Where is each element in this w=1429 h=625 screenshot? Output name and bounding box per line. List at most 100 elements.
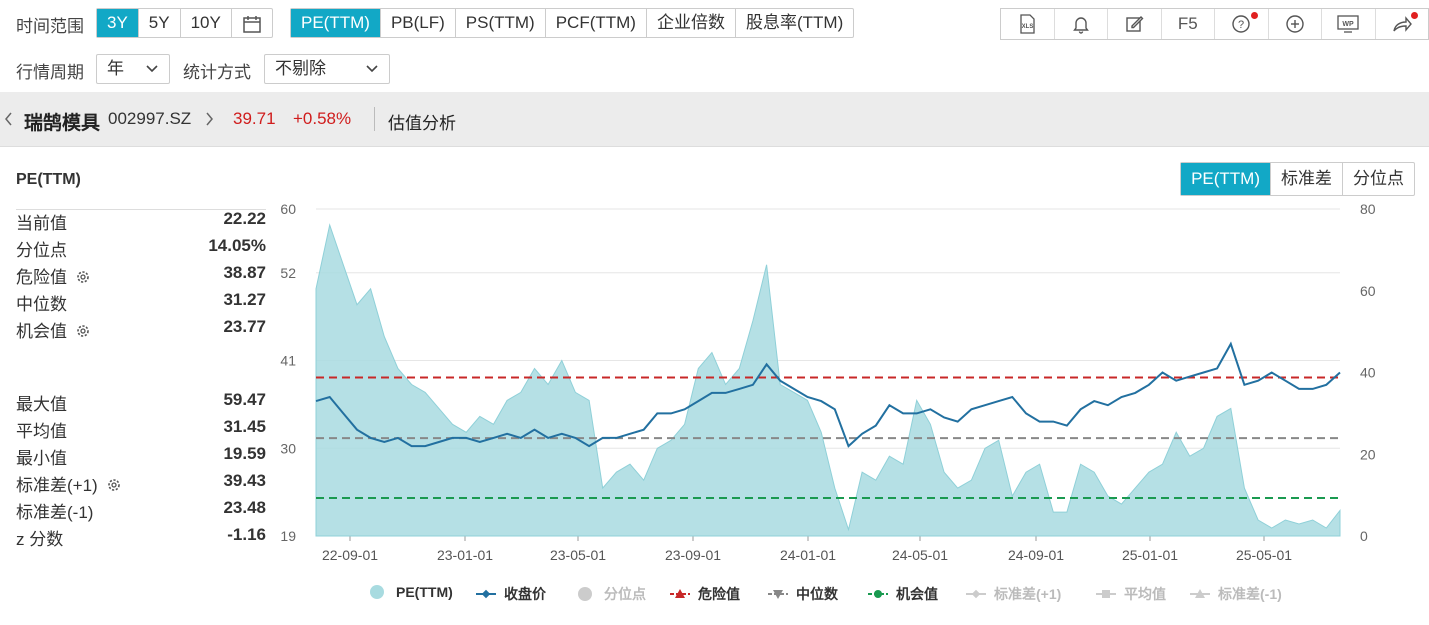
chevron-down-icon (365, 55, 379, 92)
stock-name: 瑞鹄模具 (24, 113, 101, 134)
legend-item[interactable]: 标准差(-1) (1190, 584, 1282, 604)
legend-item[interactable]: 分位点 (576, 584, 646, 604)
divider (16, 209, 266, 210)
stat-method-label: 统计方式 (183, 63, 251, 82)
stat-row: 平均值 31.45 (16, 417, 266, 444)
view-stddev-tab[interactable]: 标准差 (1270, 163, 1342, 195)
stat-row: 标准差(-1) 23.48 (16, 498, 266, 525)
gear-icon[interactable] (75, 269, 91, 285)
stat-value: 14.05% (208, 236, 266, 255)
calendar-button[interactable] (230, 9, 272, 37)
range-group: 3Y 5Y 10Y (96, 8, 273, 38)
stock-price: 39.71 (233, 109, 276, 128)
edit-button[interactable] (1107, 9, 1161, 39)
alert-button[interactable] (1053, 9, 1108, 39)
share-button[interactable] (1374, 9, 1429, 39)
stat-value: 31.45 (223, 417, 266, 436)
legend-item[interactable]: 标准差(+1) (966, 584, 1061, 604)
add-button[interactable] (1267, 9, 1322, 39)
legend-marker-icon (370, 585, 384, 599)
stat-label: 当前值 (16, 214, 67, 233)
stat-value: 23.77 (223, 317, 266, 336)
notification-dot (1411, 12, 1418, 19)
export-wp-button[interactable]: WP (1321, 9, 1375, 39)
stat-method-value: 不剔除 (275, 59, 326, 78)
stat-label: 标准差(-1) (16, 503, 94, 522)
stat-label: 机会值 (16, 322, 67, 341)
svg-text:?: ? (1238, 19, 1244, 31)
legend-item[interactable]: 危险值 (670, 584, 740, 604)
legend-item[interactable]: 机会值 (868, 584, 938, 604)
export-xls-button[interactable]: XLS (1001, 9, 1054, 39)
metric-dividend-yield-tab[interactable]: 股息率(TTM) (734, 9, 853, 37)
stock-header: 瑞鹄模具 002997.SZ 39.71 +0.58% 估值分析 (0, 92, 1429, 146)
legend-item[interactable]: PE(TTM) (368, 584, 453, 600)
metric-ps-tab[interactable]: PS(TTM) (454, 9, 545, 37)
stat-row: 分位点 14.05% (16, 236, 266, 263)
range-5y-button[interactable]: 5Y (137, 9, 180, 37)
legend-marker-icon (1096, 590, 1116, 598)
legend-marker-icon (868, 590, 888, 598)
legend-label: 分位点 (604, 586, 646, 602)
refresh-f5-button[interactable]: F5 (1160, 9, 1215, 39)
legend-label: 标准差(+1) (994, 586, 1062, 602)
stat-row: 最大值 59.47 (16, 390, 266, 417)
help-icon: ? (1232, 15, 1250, 33)
metric-pb-tab[interactable]: PB(LF) (379, 9, 455, 37)
stat-row: 危险值 38.87 (16, 263, 266, 290)
chevron-right-icon[interactable] (204, 111, 214, 127)
wp-icon: WP (1337, 15, 1359, 33)
stat-value: 31.27 (223, 290, 266, 309)
legend-label: 标准差(-1) (1218, 586, 1282, 602)
metric-ev-multiple-tab[interactable]: 企业倍数 (645, 9, 735, 37)
period-label: 行情周期 (16, 63, 84, 82)
legend-marker-icon (966, 589, 986, 599)
legend-marker-icon (768, 590, 788, 599)
stat-value: 23.48 (223, 498, 266, 517)
plus-circle-icon (1286, 15, 1304, 33)
tools-bar: XLS F5 ? WP (1000, 8, 1429, 40)
metric-pcf-tab[interactable]: PCF(TTM) (544, 9, 646, 37)
stat-method-select[interactable]: 不剔除 (264, 54, 390, 84)
bell-icon (1072, 17, 1089, 34)
view-pe-tab[interactable]: PE(TTM) (1181, 163, 1270, 195)
top-toolbar: 时间范围 3Y 5Y 10Y PE(TTM) PB(LF) PS(TTM) PC… (0, 0, 1429, 46)
legend-item[interactable]: 平均值 (1096, 584, 1166, 604)
stat-label: 分位点 (16, 241, 67, 260)
legend-item[interactable]: 中位数 (768, 584, 838, 604)
metric-group: PE(TTM) PB(LF) PS(TTM) PCF(TTM) 企业倍数 股息率… (290, 8, 855, 38)
notification-dot (1250, 12, 1258, 19)
gear-icon[interactable] (106, 477, 122, 493)
share-icon (1393, 16, 1412, 32)
legend-label: 中位数 (796, 586, 838, 602)
calendar-icon (243, 15, 261, 33)
range-3y-button[interactable]: 3Y (97, 9, 138, 37)
stat-row: 机会值 23.77 (16, 317, 266, 344)
view-percentile-tab[interactable]: 分位点 (1342, 163, 1414, 195)
metric-pe-tab[interactable]: PE(TTM) (291, 9, 380, 37)
stat-row: z 分数 -1.16 (16, 525, 266, 552)
legend-label: 机会值 (896, 586, 938, 602)
edit-icon (1126, 16, 1144, 32)
stat-row: 当前值 22.22 (16, 209, 266, 236)
legend-marker-icon (670, 589, 690, 598)
stat-value: -1.16 (227, 525, 266, 544)
stat-label: 中位数 (16, 295, 67, 314)
xls-icon: XLS (1020, 14, 1035, 34)
stat-value: 38.87 (223, 263, 266, 282)
help-button[interactable]: ? (1214, 9, 1268, 39)
gear-icon[interactable] (75, 323, 91, 339)
period-select[interactable]: 年 (96, 54, 170, 84)
legend-label: PE(TTM) (396, 584, 453, 600)
stat-value: 19.59 (223, 444, 266, 463)
chevron-down-icon (145, 55, 159, 92)
range-10y-button[interactable]: 10Y (179, 9, 231, 37)
legend-label: 平均值 (1124, 586, 1166, 602)
stat-value: 59.47 (223, 390, 266, 409)
legend-item[interactable]: 收盘价 (476, 584, 546, 604)
stock-code: 002997.SZ (108, 109, 192, 128)
page-title: 估值分析 (388, 114, 456, 133)
view-toggle: PE(TTM) 标准差 分位点 (1180, 162, 1415, 196)
chevron-left-icon[interactable] (4, 111, 14, 127)
stat-label: 标准差(+1) (16, 476, 98, 495)
